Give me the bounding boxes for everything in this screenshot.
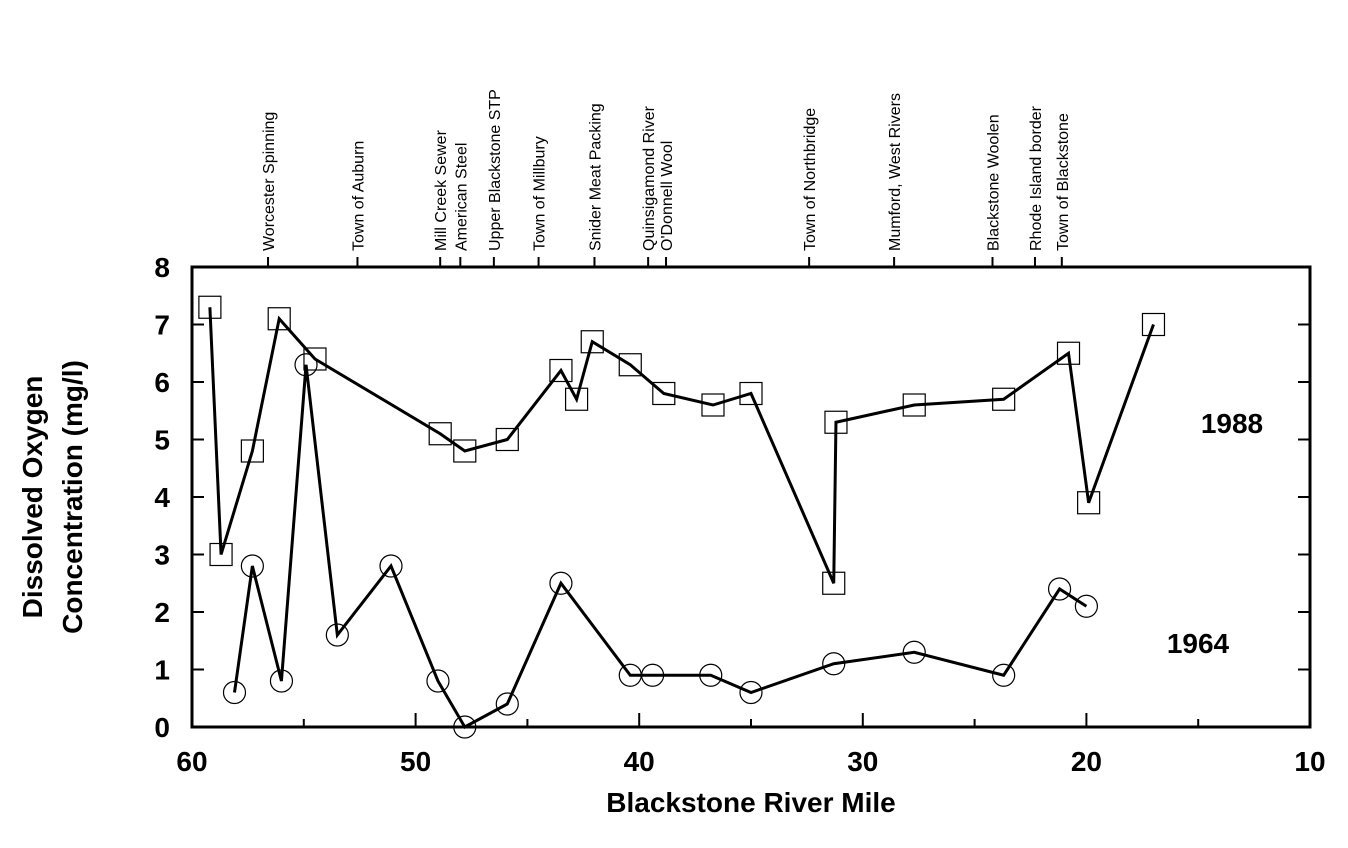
marker — [822, 652, 846, 676]
marker — [426, 669, 450, 693]
series-line — [208, 307, 1155, 584]
marker — [240, 554, 264, 578]
x-tick-label: 20 — [1071, 746, 1102, 777]
marker — [992, 387, 1016, 411]
annotation-label: Upper Blackstone STP — [487, 89, 504, 251]
annotation-label: Snider Meat Packing — [587, 103, 604, 251]
y-tick-label: 7 — [154, 310, 170, 341]
marker — [992, 663, 1016, 687]
marker — [564, 387, 589, 411]
y-tick-label: 2 — [154, 597, 170, 628]
marker — [325, 623, 349, 647]
y-tick-label: 5 — [154, 425, 170, 456]
marker — [580, 330, 604, 354]
y-tick-label: 4 — [154, 482, 170, 513]
x-tick-label: 60 — [176, 746, 207, 777]
x-tick-label: 40 — [624, 746, 655, 777]
marker — [453, 715, 477, 739]
annotation-label: Blackstone Woolen — [985, 114, 1002, 251]
annotation-label: O'Donnell Wool — [659, 141, 676, 251]
marker — [549, 358, 573, 383]
marker — [269, 669, 294, 693]
marker — [822, 571, 846, 595]
marker — [1047, 577, 1072, 601]
marker — [641, 663, 665, 687]
marker — [1141, 312, 1166, 337]
marker — [1077, 491, 1101, 515]
marker — [1056, 341, 1081, 365]
marker — [701, 393, 725, 417]
marker — [618, 353, 642, 377]
marker — [240, 439, 264, 463]
marker — [739, 680, 763, 705]
annotation-label: Worcester Spinning — [261, 112, 278, 251]
x-axis-label: Blackstone River Mile — [606, 787, 895, 818]
marker — [652, 381, 676, 406]
marker — [824, 410, 848, 434]
annotation-label: Rhode Island border — [1028, 105, 1045, 251]
annotation-label: Mill Creek Sewer — [433, 129, 450, 251]
y-axis-label: Dissolved Oxygen — [17, 376, 48, 619]
series-label: 1964 — [1167, 628, 1230, 659]
series-label: 1988 — [1201, 408, 1263, 439]
x-tick-label: 30 — [847, 746, 878, 777]
marker — [222, 680, 247, 705]
marker — [209, 542, 233, 567]
annotation-label: Quinsigamond River — [641, 105, 658, 251]
annotation-label: Town of Northbridge — [802, 108, 819, 251]
x-tick-label: 10 — [1294, 746, 1325, 777]
annotation-label: Mumford, West Rivers — [887, 93, 904, 251]
marker — [495, 692, 519, 716]
marker — [198, 295, 222, 319]
marker — [902, 393, 926, 417]
marker — [739, 381, 763, 406]
marker — [699, 663, 723, 687]
marker — [379, 554, 403, 578]
marker — [303, 347, 327, 371]
annotation-label: Town of Blackstone — [1055, 113, 1072, 251]
marker — [267, 307, 291, 331]
y-tick-label: 6 — [154, 367, 170, 398]
annotation-label: American Steel — [453, 143, 470, 252]
series-line — [232, 364, 1088, 730]
marker — [902, 640, 926, 664]
y-tick-label: 0 — [154, 712, 170, 743]
marker — [453, 439, 477, 463]
marker — [294, 353, 318, 377]
marker — [495, 427, 519, 452]
marker — [549, 571, 573, 595]
marker — [428, 422, 452, 446]
y-tick-label: 8 — [154, 252, 170, 283]
marker — [1074, 594, 1099, 618]
y-tick-label: 1 — [154, 655, 170, 686]
annotation-label: Town of Auburn — [350, 141, 367, 251]
x-tick-label: 50 — [400, 746, 431, 777]
y-axis-label: Concentration (mg/l) — [57, 360, 88, 634]
annotation-label: Town of Millbury — [532, 136, 549, 251]
y-tick-label: 3 — [154, 540, 170, 571]
